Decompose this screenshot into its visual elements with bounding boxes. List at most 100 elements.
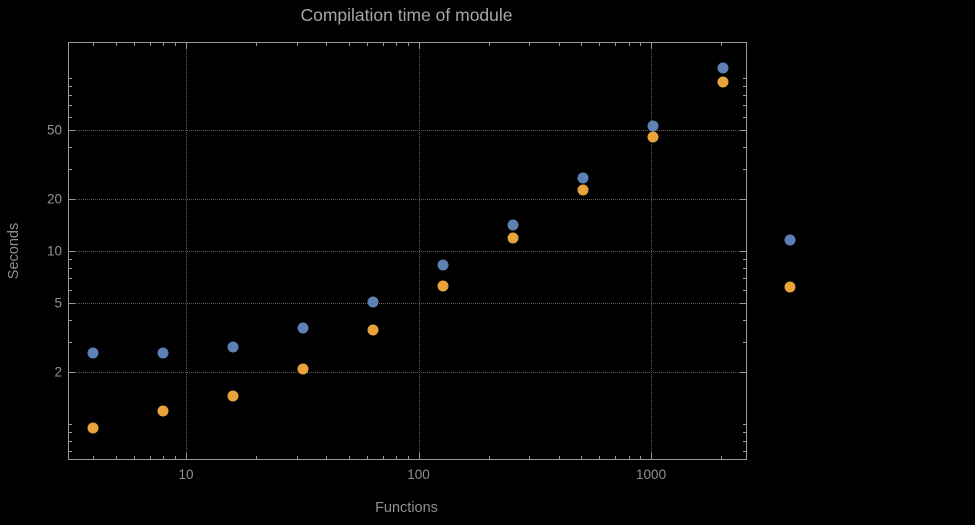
y-minor-tick (743, 441, 746, 443)
x-minor-tick (93, 456, 95, 459)
x-major-tick (651, 43, 653, 49)
x-minor-tick (529, 456, 531, 459)
data-point-series-blue (577, 172, 589, 184)
chart-title: Compilation time of module (300, 5, 513, 25)
x-minor-tick (366, 456, 368, 459)
y-minor-tick (743, 78, 746, 80)
y-minor-tick (69, 259, 72, 261)
x-minor-tick (255, 456, 257, 459)
x-minor-tick (488, 456, 490, 459)
data-point-series-orange (367, 324, 379, 336)
y-minor-tick (69, 95, 72, 97)
x-minor-tick (149, 456, 151, 459)
y-minor-tick (69, 78, 72, 80)
x-minor-tick (115, 456, 117, 459)
x-minor-tick (115, 43, 117, 46)
y-minor-tick (69, 278, 72, 280)
data-point-series-blue (367, 296, 379, 308)
y-major-tick (69, 199, 75, 201)
data-point-series-orange (717, 76, 729, 88)
y-minor-tick (69, 289, 72, 291)
grid-line-vertical (418, 43, 420, 459)
y-major-tick (69, 130, 75, 132)
data-point-series-orange (87, 422, 99, 434)
x-minor-tick (581, 456, 583, 459)
data-point-series-blue (87, 347, 99, 358)
x-minor-tick (149, 43, 151, 46)
x-minor-tick (615, 456, 617, 459)
y-minor-tick (743, 424, 746, 426)
x-axis-label: Functions (375, 500, 438, 516)
y-minor-tick (743, 86, 746, 88)
y-minor-tick (743, 168, 746, 170)
grid-line-vertical (651, 43, 653, 459)
y-minor-tick (743, 451, 746, 453)
x-minor-tick (382, 456, 384, 459)
y-major-tick (740, 130, 746, 132)
data-point-series-blue (647, 120, 659, 132)
y-axis-label: Seconds (6, 222, 22, 280)
legend-marker-blue (784, 234, 796, 246)
y-minor-tick (743, 259, 746, 261)
grid-line-vertical (185, 43, 187, 459)
data-point-series-blue (717, 62, 729, 74)
x-minor-tick (395, 456, 397, 459)
x-tick-label: 100 (407, 467, 430, 482)
y-major-tick (69, 251, 75, 253)
x-minor-tick (134, 43, 136, 46)
data-point-series-blue (437, 259, 449, 271)
x-major-tick (185, 43, 187, 49)
x-minor-tick (558, 43, 560, 46)
x-minor-tick (529, 43, 531, 46)
grid-line-horizontal (69, 251, 746, 253)
y-minor-tick (743, 116, 746, 118)
y-major-tick (69, 303, 75, 305)
x-minor-tick (163, 43, 165, 46)
x-minor-tick (348, 456, 350, 459)
y-tick-label: 2 (54, 364, 62, 380)
x-minor-tick (407, 43, 409, 46)
x-minor-tick (366, 43, 368, 46)
y-minor-tick (69, 268, 72, 270)
x-minor-tick (615, 43, 617, 46)
y-minor-tick (743, 320, 746, 322)
y-major-tick (740, 199, 746, 201)
x-minor-tick (175, 456, 177, 459)
y-minor-tick (69, 86, 72, 88)
x-minor-tick (325, 456, 327, 459)
y-minor-tick (69, 341, 72, 343)
data-point-series-orange (577, 184, 589, 196)
data-point-series-blue (227, 341, 239, 353)
y-tick-label: 5 (54, 295, 62, 311)
y-major-tick (740, 251, 746, 253)
y-minor-tick (743, 341, 746, 343)
y-minor-tick (69, 105, 72, 107)
x-tick-label: 1000 (636, 467, 667, 482)
x-minor-tick (255, 43, 257, 46)
x-minor-tick (93, 43, 95, 46)
grid-line-horizontal (69, 303, 746, 305)
x-minor-tick (407, 456, 409, 459)
grid-line-horizontal (69, 199, 746, 201)
x-minor-tick (163, 456, 165, 459)
x-minor-tick (325, 43, 327, 46)
x-minor-tick (721, 456, 723, 459)
x-minor-tick (488, 43, 490, 46)
data-point-series-orange (157, 405, 169, 417)
data-point-series-orange (297, 363, 309, 375)
grid-line-horizontal (69, 372, 746, 374)
y-major-tick (69, 372, 75, 374)
data-point-series-orange (507, 232, 519, 244)
x-minor-tick (395, 43, 397, 46)
y-minor-tick (69, 168, 72, 170)
data-point-series-orange (437, 280, 449, 292)
y-tick-label: 20 (46, 191, 62, 207)
x-minor-tick (134, 456, 136, 459)
x-major-tick (651, 453, 653, 459)
y-minor-tick (69, 424, 72, 426)
data-point-series-blue (507, 219, 519, 231)
y-minor-tick (69, 116, 72, 118)
y-major-tick (740, 372, 746, 374)
x-major-tick (185, 453, 187, 459)
